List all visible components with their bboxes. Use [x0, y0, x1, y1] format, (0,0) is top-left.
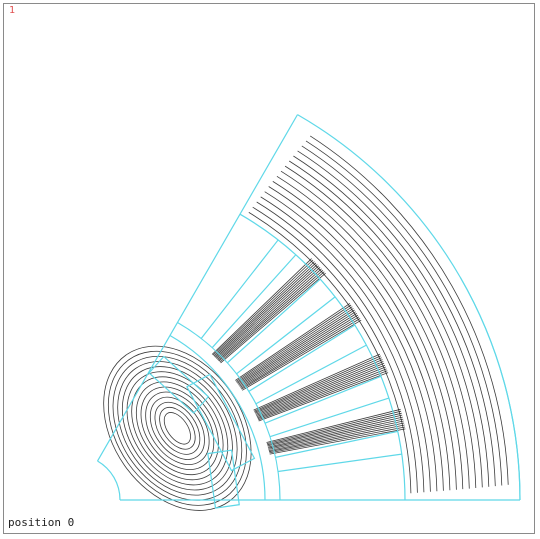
flux-line — [253, 353, 381, 411]
stator-tooth-edge — [248, 324, 356, 392]
flux-line — [235, 304, 352, 382]
flux-line — [213, 261, 315, 357]
stator-tooth-edge — [255, 344, 367, 405]
flux-line — [237, 308, 354, 384]
flux-line — [268, 422, 405, 451]
rotor-magnet — [148, 355, 210, 414]
flux-line — [266, 410, 402, 444]
flux-line — [272, 181, 451, 491]
flux-line — [269, 428, 406, 455]
flux-line — [241, 319, 362, 391]
flux-line — [117, 361, 238, 496]
rotor-magnet — [186, 373, 256, 472]
flux-line — [214, 262, 317, 358]
flux-line — [135, 381, 219, 476]
flux-line — [240, 316, 360, 389]
stator-tooth-edge — [277, 453, 402, 473]
stator-tooth-edge — [264, 375, 382, 424]
flux-line — [255, 359, 383, 414]
flux-line — [121, 366, 233, 491]
sector-left-edge — [96, 114, 299, 462]
flux-line — [140, 386, 215, 470]
flux-line — [236, 306, 353, 383]
stator-tooth-edge — [211, 254, 297, 349]
flux-line — [268, 420, 404, 450]
flux-line — [293, 155, 483, 488]
flux-line — [217, 267, 321, 360]
flux-line — [301, 145, 496, 487]
flux-line — [256, 201, 425, 493]
flux-line — [217, 268, 322, 361]
flux-line — [305, 140, 503, 486]
flux-line — [255, 361, 384, 415]
flux-line — [238, 311, 356, 386]
flux-line — [254, 357, 382, 413]
flux-line — [258, 370, 388, 421]
flux-line — [107, 350, 247, 506]
flux-line — [254, 355, 381, 412]
flux-line — [112, 355, 243, 501]
flux-line — [297, 150, 490, 487]
flux-line — [309, 135, 509, 485]
flux-line — [220, 272, 326, 364]
flux-line — [163, 412, 191, 445]
flux-line — [280, 170, 464, 490]
flux-line — [126, 371, 229, 486]
flux-line — [131, 376, 224, 481]
flux-line — [248, 212, 412, 494]
flux-line — [159, 407, 196, 450]
flux-line — [269, 424, 405, 453]
flux-line — [256, 364, 386, 417]
flux-line — [269, 426, 406, 454]
flux-line — [252, 206, 418, 493]
flux-line — [267, 412, 402, 446]
stator-tooth-edge — [226, 278, 321, 364]
flux-line — [268, 186, 444, 491]
flux-line — [260, 196, 431, 492]
flux-line — [256, 362, 385, 416]
flux-line — [218, 269, 324, 362]
stator-outer-arc-extension — [459, 277, 521, 501]
flux-line — [264, 191, 438, 492]
flux-line — [149, 396, 205, 460]
flux-line — [215, 264, 318, 358]
rotor-magnet — [207, 449, 240, 509]
flux-line — [237, 309, 355, 385]
flux-line — [258, 372, 389, 422]
stator-tooth-edge — [275, 430, 398, 458]
stator-yoke-inner-arc — [239, 213, 406, 501]
flux-line — [257, 366, 386, 419]
flux-line — [268, 418, 404, 449]
flux-line — [145, 391, 210, 465]
flux-line — [276, 175, 457, 490]
flux-line — [241, 318, 361, 390]
shaft-arc — [97, 460, 121, 501]
flux-line — [284, 165, 470, 489]
figure-index: 1 — [9, 5, 16, 16]
stator-outer-arc — [297, 114, 521, 501]
flux-line — [235, 303, 351, 381]
flux-line — [216, 265, 319, 359]
flux-lines — [103, 135, 509, 511]
flux-line — [239, 313, 358, 387]
flux-line — [266, 408, 401, 443]
position-label: position 0 — [8, 516, 75, 529]
flux-line — [154, 401, 201, 455]
stator-tooth-edge — [200, 239, 279, 339]
flux-line — [288, 160, 477, 489]
flux-line — [219, 271, 325, 363]
flux-line — [257, 368, 387, 420]
flux-line — [267, 414, 403, 447]
stator-bore-arc — [177, 321, 281, 501]
flux-line — [211, 258, 312, 355]
motor-geometry — [96, 114, 521, 509]
rotor-outer-arc — [169, 334, 266, 501]
flux-line — [267, 416, 403, 448]
flux-line — [239, 314, 359, 388]
stator-tooth-edge — [236, 296, 336, 375]
flux-line — [212, 259, 314, 356]
stator-tooth-edge — [269, 397, 390, 438]
